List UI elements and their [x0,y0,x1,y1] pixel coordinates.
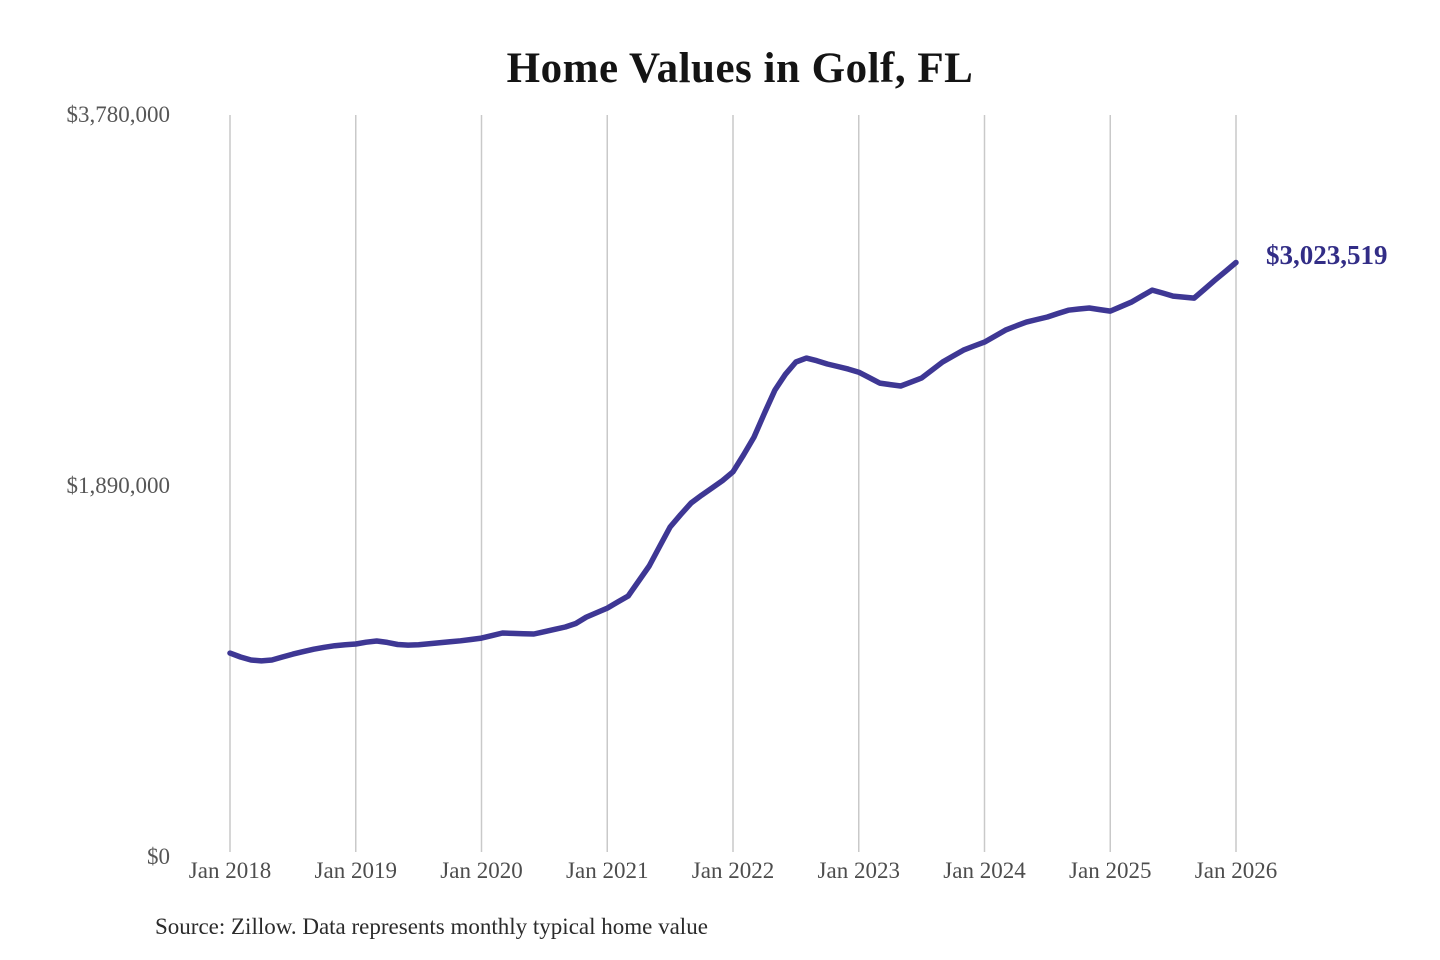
source-note: Source: Zillow. Data represents monthly … [155,914,708,939]
home-value-line [227,259,1239,664]
x-tick-label: Jan 2025 [1069,858,1152,883]
y-tick-label-zero: $0 [147,844,170,869]
x-tick-label: Jan 2021 [566,858,649,883]
gridlines [229,115,1237,852]
x-tick-label: Jan 2024 [943,858,1026,883]
latest-value-label: $3,023,519 [1266,240,1388,270]
y-tick-label-max: $3,780,000 [66,102,171,127]
x-tick-label: Jan 2023 [817,858,900,883]
x-tick-label: Jan 2018 [188,858,272,883]
x-tick-label: Jan 2022 [691,858,775,883]
x-tick-label: Jan 2026 [1194,858,1278,883]
x-tick-label: Jan 2020 [440,858,523,883]
y-tick-label-mid: $1,890,000 [66,473,171,498]
chart-title: Home Values in Golf, FL [506,45,974,92]
x-tick-label: Jan 2019 [314,858,397,883]
